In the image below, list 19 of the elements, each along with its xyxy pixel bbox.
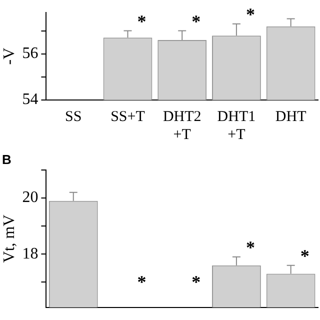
y-tick-label: 54 [22,91,38,108]
x-tick-label: DHT [275,108,306,125]
annotation: * [192,272,201,292]
x-tick-label: SS+T [110,108,145,125]
y-tick-label: 56 [22,45,38,62]
y-tick-label: 20 [22,189,38,206]
y-tick-label: 18 [22,245,38,262]
x-tick-label: DHT1 +T [217,108,256,143]
annotation: * [137,11,146,32]
x-tick-label: SS [65,108,82,125]
y-axis-title: Vt, mV [0,214,18,263]
annotation: * [246,4,255,25]
chart-title: B [2,152,12,168]
annotation: * [192,11,201,32]
annotation: * [137,272,146,292]
annotation: * [246,238,255,258]
annotation: * [300,246,310,266]
x-tick-label: DHT2 +T [162,108,202,143]
y-axis-title: -V [0,47,18,65]
